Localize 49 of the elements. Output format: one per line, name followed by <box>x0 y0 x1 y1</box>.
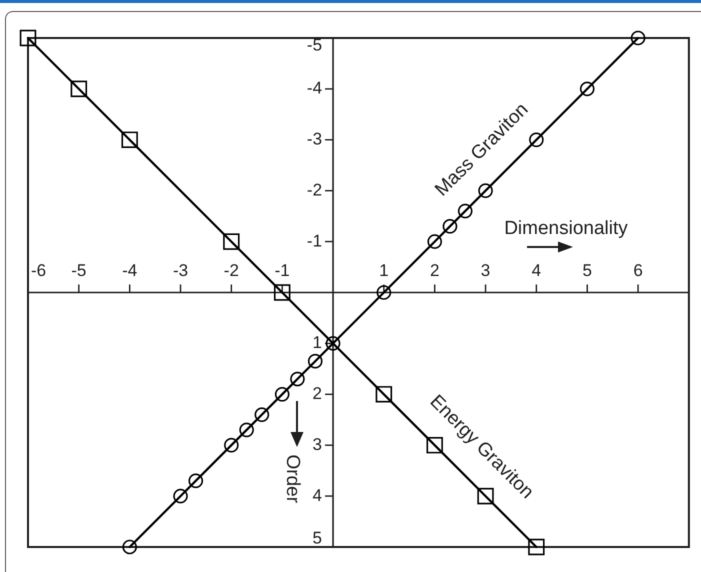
point <box>442 219 458 234</box>
x-tick-label: -4 <box>122 261 138 280</box>
y-tick-label: -5 <box>306 36 322 55</box>
point <box>458 204 473 218</box>
y-tick-label: 1 <box>312 333 322 352</box>
y-tick-label: -4 <box>306 78 322 98</box>
point <box>478 183 493 198</box>
point <box>173 488 188 504</box>
x-tick-label: -6 <box>30 261 46 280</box>
x-tick-label: 3 <box>480 261 490 280</box>
x-tick-label: -3 <box>172 261 188 280</box>
point <box>630 30 646 46</box>
x-tick-label: 1 <box>379 261 389 280</box>
point <box>122 540 137 554</box>
x-tick-label: 2 <box>430 261 440 280</box>
y-tick-label: -1 <box>306 231 322 250</box>
x-tick-label: 4 <box>532 261 542 280</box>
point <box>376 285 392 300</box>
point <box>274 387 290 402</box>
x-tick-label: -2 <box>224 261 239 280</box>
x-axis-title: Dimensionality <box>504 218 628 240</box>
point <box>224 438 239 452</box>
y-tick-label: -2 <box>306 180 322 200</box>
point <box>254 407 270 422</box>
point <box>121 132 138 148</box>
point <box>529 132 544 148</box>
x-tick-label: -1 <box>274 261 290 280</box>
point <box>528 538 545 556</box>
point <box>308 354 323 369</box>
point <box>427 234 442 249</box>
point <box>326 336 340 351</box>
point <box>290 372 305 386</box>
point <box>70 80 88 98</box>
y-tick-label: -3 <box>306 129 322 148</box>
point <box>223 233 240 250</box>
x-tick-label: 6 <box>633 261 643 280</box>
y-tick-label: 3 <box>312 434 322 454</box>
point <box>274 284 290 301</box>
point <box>580 82 595 96</box>
y-tick-label: 5 <box>312 528 322 548</box>
point <box>20 30 36 46</box>
point <box>239 422 254 438</box>
y-tick-label: 4 <box>312 486 322 505</box>
point <box>188 474 204 488</box>
x-tick-label: 5 <box>582 261 592 280</box>
y-tick-label: 2 <box>312 384 322 403</box>
point <box>376 386 392 403</box>
y-axis-title: Order <box>282 454 304 504</box>
x-tick-label: -5 <box>71 261 86 280</box>
